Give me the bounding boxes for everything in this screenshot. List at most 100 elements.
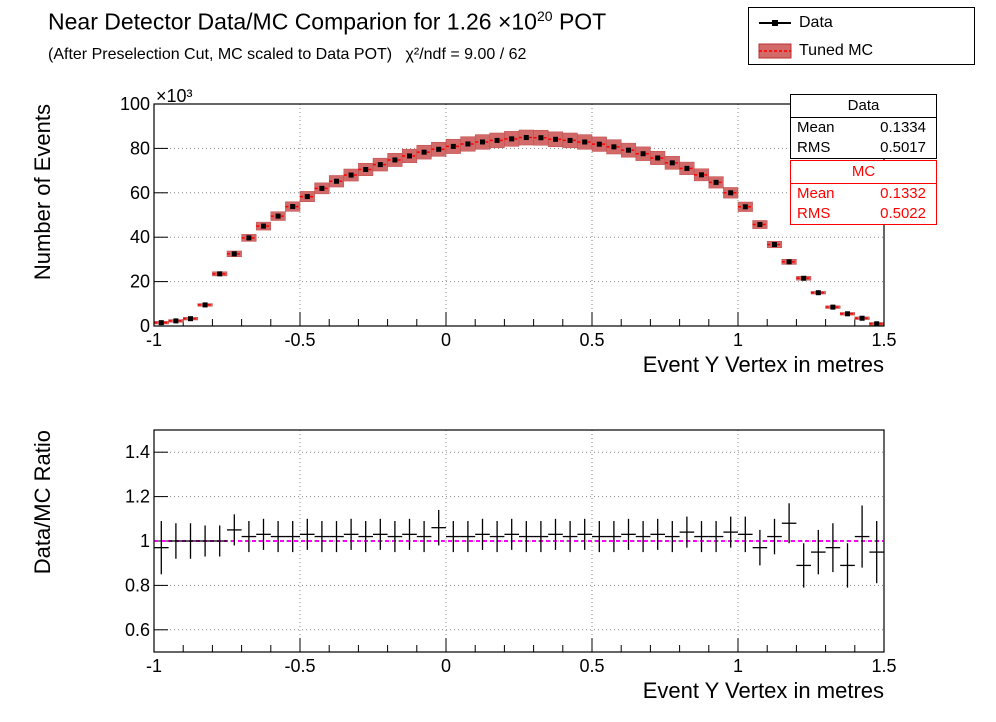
y-tick-label: 1.4 [125,442,150,462]
chart-subtitle: (After Preselection Cut, MC scaled to Da… [48,46,526,64]
data-point [582,139,588,145]
x-tick-label: 0 [441,656,451,676]
data-point [465,141,471,147]
stats-mc-title: MC [791,161,936,184]
x-axis-label: Event Y Vertex in metres [643,678,884,703]
data-point [713,179,719,185]
y-tick-label: 60 [130,183,150,203]
legend-mc-label: Tuned MC [799,42,874,59]
data-point [830,304,836,310]
data-point [669,160,675,166]
x-axis-label: Event Y Vertex in metres [643,352,884,377]
x-tick-label: -1 [146,330,162,350]
data-point [553,136,558,142]
data-point [801,275,807,281]
mc-band-icon [758,43,792,59]
chi2-text: χ²/ndf = 9.00 / 62 [405,46,527,63]
data-point [509,136,515,142]
x-tick-label: -0.5 [284,330,315,350]
data-point [217,271,223,277]
stats-mc-rms-label: RMS [797,205,831,222]
data-point [363,166,369,172]
stats-mc-mean-label: Mean [797,185,835,202]
stats-mc-mean-row: Mean 0.1332 [791,184,936,204]
data-point [786,259,792,265]
data-point [319,185,325,191]
title-exponent: 20 [536,8,553,24]
stats-data-rms-label: RMS [797,139,831,156]
y-multiplier: ×10³ [156,86,193,106]
data-point [188,316,193,322]
y-tick-label: 0.8 [125,575,150,595]
data-point [202,302,208,308]
data-point [626,147,631,153]
y-tick-label: 80 [130,138,150,158]
y-tick-label: 0.6 [125,620,150,640]
data-point [173,318,179,324]
data-point [684,165,690,171]
data-point [874,321,880,327]
stats-data-title: Data [791,95,936,118]
data-point [523,135,529,141]
data-point [640,151,646,157]
stats-data-rms-row: RMS 0.5017 [791,138,936,158]
stats-mc-rms-value: 0.5022 [880,205,926,222]
plot-frame [153,429,885,653]
data-point [772,242,777,248]
stats-mc-mean-value: 0.1332 [880,185,926,202]
stats-box-mc: MC Mean 0.1332 RMS 0.5022 [790,160,937,225]
data-point [480,139,485,145]
x-tick-label: 0 [441,330,451,350]
data-point [261,223,266,229]
y-tick-label: 1 [140,531,150,551]
subtitle-text: (After Preselection Cut, MC scaled to Da… [48,46,393,63]
legend: Data Tuned MC [748,7,975,65]
y-axis-label: Number of Events [30,104,55,280]
x-tick-label: 1 [733,656,743,676]
y-tick-label: 0 [140,316,150,336]
data-point [567,137,573,143]
data-point [407,153,412,159]
chart-title: Near Detector Data/MC Comparion for 1.26… [48,8,606,36]
stats-data-rms-value: 0.5017 [880,139,926,156]
data-point [348,172,354,178]
data-point [655,155,661,161]
title-text: Near Detector Data/MC Comparion for 1.26… [48,8,537,35]
x-tick-label: 1.5 [871,330,896,350]
data-point [246,235,252,241]
x-tick-label: -0.5 [284,656,315,676]
x-tick-label: 1 [733,330,743,350]
data-point [290,204,296,210]
stats-data-mean-value: 0.1334 [880,119,926,136]
data-point [757,222,763,228]
data-point [742,204,748,210]
data-point [611,144,617,150]
data-point [392,157,398,163]
data-point [538,135,544,141]
data-point [699,172,704,178]
data-point [231,251,237,257]
data-point [334,178,339,184]
data-point [845,311,850,317]
x-tick-label: -1 [146,656,162,676]
data-point [377,162,383,168]
stats-mc-rms-row: RMS 0.5022 [791,204,936,224]
legend-data-label: Data [799,14,833,31]
data-point [859,315,865,321]
stats-data-mean-row: Mean 0.1334 [791,118,936,138]
x-tick-label: 1.5 [871,656,896,676]
stats-box-data: Data Mean 0.1334 RMS 0.5017 [790,94,937,159]
data-point [450,143,456,149]
data-point [494,137,500,143]
data-point [275,213,281,219]
x-tick-label: 0.5 [579,330,604,350]
y-tick-label: 100 [120,94,150,114]
data-point [158,320,164,326]
data-point [728,190,734,196]
data-point [596,141,602,147]
title-suffix: POT [552,8,607,35]
data-point [421,149,427,155]
legend-entry-data: Data [749,10,974,36]
y-tick-label: 20 [130,272,150,292]
